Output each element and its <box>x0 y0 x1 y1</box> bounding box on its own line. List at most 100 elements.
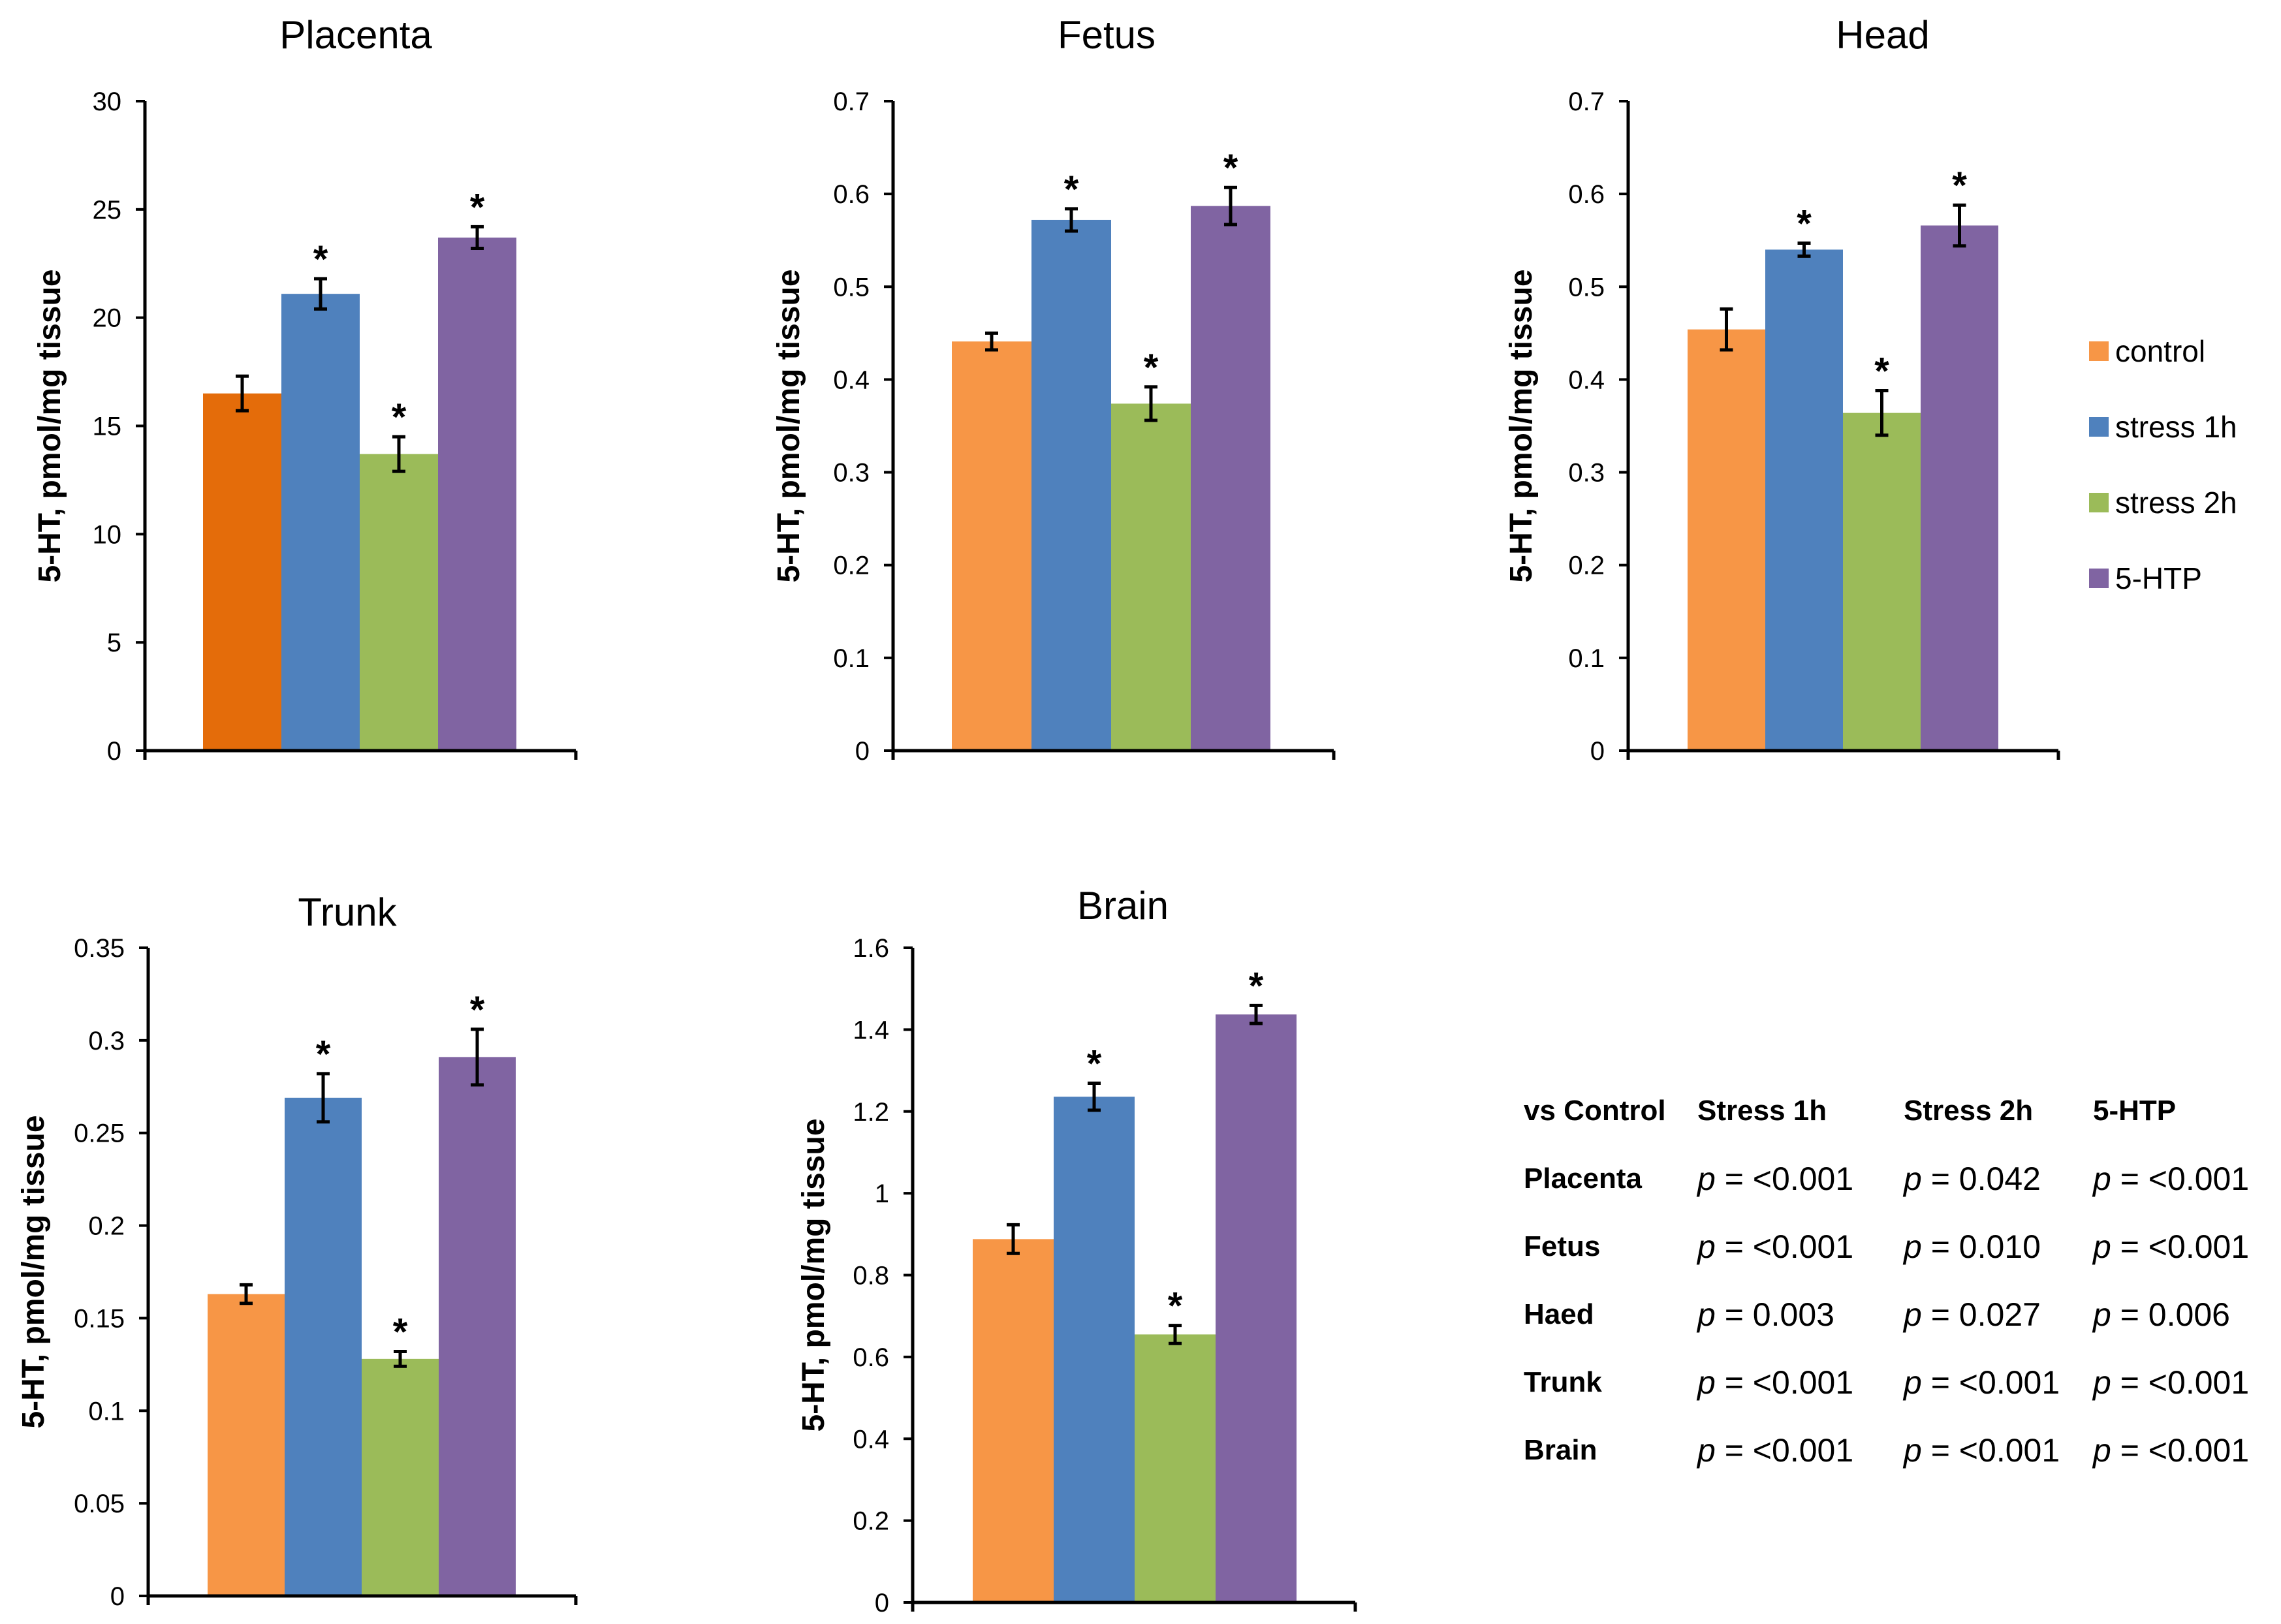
p-value: = 0.010 <box>1930 1228 2041 1265</box>
stats-cell: p = <0.001 <box>1697 1416 1904 1484</box>
chart-title: Placenta <box>279 13 432 57</box>
stats-table: vs Control Stress 1h Stress 2h 5-HTP Pla… <box>1524 1077 2276 1484</box>
significance-marker: * <box>313 238 328 281</box>
legend-label: stress 1h <box>2115 410 2237 444</box>
error-bar <box>1169 1324 1182 1345</box>
y-tick-label: 0 <box>107 737 121 766</box>
stats-cell: p = <0.001 <box>1697 1349 1904 1416</box>
stats-cell: p = <0.001 <box>2093 1416 2276 1484</box>
y-tick-label: 0.3 <box>88 1027 125 1055</box>
y-tick-label: 1.2 <box>853 1098 889 1127</box>
stats-cell: p = <0.001 <box>2093 1213 2276 1281</box>
y-tick-label: 0.6 <box>853 1343 889 1372</box>
error-bar <box>394 1349 407 1368</box>
y-tick-label: 0 <box>855 737 870 766</box>
y-tick-label: 0.2 <box>1568 552 1605 580</box>
bar <box>1843 413 1921 751</box>
chart-panel-head: Head 5-HT, pmol/mg tissue * * * 0 0.1 0.2 0.3 0.4… <box>1504 13 2060 766</box>
y-tick-label: 20 <box>93 304 122 333</box>
y-tick-label: 0.3 <box>833 459 870 488</box>
error-bar <box>471 225 484 251</box>
p-symbol: p <box>1904 1296 1922 1333</box>
error-bar <box>985 331 998 352</box>
error-bar <box>392 435 405 473</box>
y-tick-label: 0.7 <box>833 87 870 116</box>
y-tick-label: 0.7 <box>1568 87 1605 116</box>
chart-title: Head <box>1836 13 1929 57</box>
y-tick-label: 0 <box>110 1582 125 1611</box>
y-tick-label: 0.1 <box>1568 644 1605 673</box>
stats-cell: p = <0.001 <box>1904 1349 2093 1416</box>
y-tick-label: 1 <box>875 1179 889 1208</box>
stats-cell: p = 0.003 <box>1697 1281 1904 1349</box>
bar <box>281 294 360 751</box>
y-tick-label: 0.5 <box>833 273 870 302</box>
legend-swatch <box>2089 493 2109 512</box>
p-symbol: p <box>2093 1364 2111 1401</box>
stats-header: 5-HTP <box>2093 1095 2177 1127</box>
error-bar <box>1875 388 1889 437</box>
bar <box>1054 1097 1135 1602</box>
significance-marker: * <box>392 396 407 439</box>
error-bar <box>1797 241 1811 258</box>
stats-cell: p = <0.001 <box>2093 1145 2276 1213</box>
y-axis-label: 5-HT, pmol/mg tissue <box>796 1118 831 1431</box>
bar <box>973 1239 1054 1602</box>
stats-cell: p = 0.010 <box>1904 1213 2093 1281</box>
p-value: = <0.001 <box>1724 1432 1854 1469</box>
significance-marker: * <box>1223 147 1238 189</box>
y-tick-label: 0.3 <box>1568 459 1605 488</box>
p-value: = <0.001 <box>2120 1432 2250 1469</box>
bar <box>360 454 438 751</box>
bar <box>1921 225 1998 751</box>
stats-row: Fetus p = <0.001 p = 0.010 p = <0.001 <box>1524 1213 2276 1281</box>
p-value: = 0.042 <box>1930 1161 2041 1197</box>
y-tick-label: 0.35 <box>74 934 125 963</box>
significance-marker: * <box>470 186 485 228</box>
bar <box>1111 403 1191 751</box>
error-bar <box>1144 385 1157 422</box>
significance-marker: * <box>1874 350 1889 392</box>
p-symbol: p <box>2093 1161 2111 1197</box>
p-symbol: p <box>2093 1432 2111 1469</box>
legend: control stress 1h stress 2h 5-HTP <box>2089 313 2278 616</box>
significance-marker: * <box>393 1311 408 1353</box>
y-tick-label: 0.2 <box>88 1212 125 1241</box>
stats-cell: p = 0.027 <box>1904 1281 2093 1349</box>
y-tick-label: 10 <box>93 520 122 549</box>
bar <box>285 1097 362 1596</box>
y-tick-label: 0.4 <box>853 1425 889 1454</box>
chart-title: Fetus <box>1058 13 1156 57</box>
legend-swatch <box>2089 341 2109 361</box>
stats-cell: p = <0.001 <box>1697 1213 1904 1281</box>
y-tick-label: 0.4 <box>833 366 870 394</box>
y-tick-label: 30 <box>93 87 122 116</box>
y-axis-label: 5-HT, pmol/mg tissue <box>33 269 67 582</box>
y-tick-label: 1.6 <box>853 934 889 963</box>
p-symbol: p <box>1904 1432 1922 1469</box>
y-tick-label: 0.6 <box>1568 180 1605 209</box>
p-symbol: p <box>1904 1364 1922 1401</box>
stats-header-row: vs Control Stress 1h Stress 2h 5-HTP <box>1524 1077 2276 1145</box>
significance-marker: * <box>1249 965 1264 1007</box>
error-bar <box>1065 207 1078 233</box>
p-value: = 0.003 <box>1724 1296 1834 1333</box>
stats-row: Placenta p = <0.001 p = 0.042 p = <0.001 <box>1524 1145 2276 1213</box>
y-tick-label: 1.4 <box>853 1016 889 1044</box>
stats-cell: p = <0.001 <box>1697 1145 1904 1213</box>
p-value: = <0.001 <box>1930 1432 2060 1469</box>
significance-marker: * <box>1087 1042 1102 1085</box>
p-value: = <0.001 <box>1724 1228 1854 1265</box>
legend-label: 5-HTP <box>2115 561 2202 595</box>
bar <box>1216 1014 1297 1602</box>
p-value: = <0.001 <box>1930 1364 2060 1401</box>
y-tick-label: 0.8 <box>853 1262 889 1290</box>
significance-marker: * <box>316 1033 331 1076</box>
bar <box>952 341 1031 751</box>
significance-marker: * <box>1168 1285 1183 1328</box>
y-tick-label: 0.4 <box>1568 366 1605 394</box>
y-tick-label: 5 <box>107 629 121 657</box>
p-symbol: p <box>1904 1161 1922 1197</box>
legend-label: stress 2h <box>2115 486 2237 520</box>
